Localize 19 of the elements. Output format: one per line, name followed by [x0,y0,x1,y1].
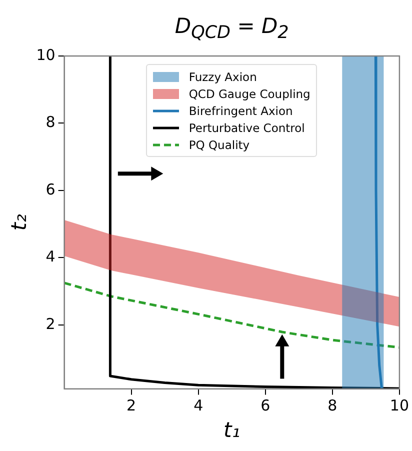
x-tick-label: 4 [194,396,204,415]
chart-title: D$_{QCD}$ = D$_{2}$ [174,13,290,44]
y-tick-label: 8 [46,113,56,132]
x-tick-label: 2 [126,396,136,415]
legend-label: Fuzzy Axion [188,70,257,84]
y-tick-label: 6 [46,180,56,198]
x-axis-title: t₁ [224,418,240,442]
y-axis-title: t₂ [7,213,32,231]
x-tick-label: 10 [390,396,410,415]
x-tick-label: 6 [260,396,270,415]
y-tick-label: 4 [46,248,56,266]
y-tick-label: 2 [46,314,56,333]
y-tick-label: 10 [36,46,56,64]
line-series [64,282,400,349]
legend-label: PQ Quality [188,138,250,152]
legend-label: Perturbative Control [188,120,305,134]
legend-label: QCD Gauge Coupling [188,86,310,100]
x-tick-label: 8 [328,396,338,415]
legend-label: Birefringent Axion [188,104,293,118]
